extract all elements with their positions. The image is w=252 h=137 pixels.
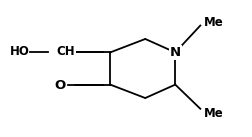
Text: CH: CH <box>56 45 75 58</box>
Text: N: N <box>169 46 180 59</box>
Text: Me: Me <box>203 107 223 120</box>
Text: Me: Me <box>203 16 223 29</box>
Text: HO: HO <box>10 45 30 58</box>
Text: O: O <box>54 79 65 92</box>
